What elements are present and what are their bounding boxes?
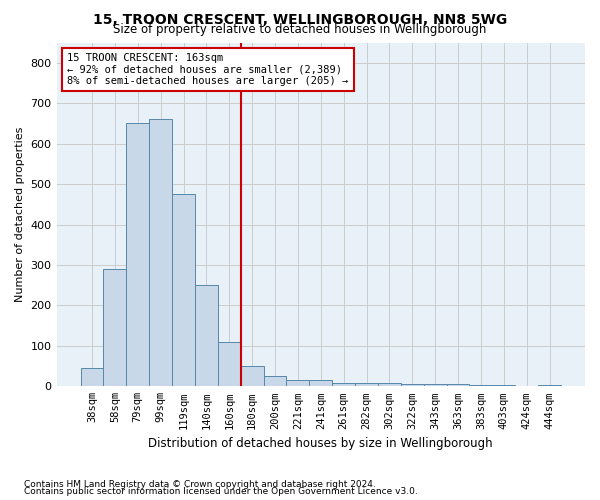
Bar	[195, 285, 218, 386]
Text: Size of property relative to detached houses in Wellingborough: Size of property relative to detached ho…	[113, 22, 487, 36]
Bar	[355, 383, 378, 386]
Text: 15, TROON CRESCENT, WELLINGBOROUGH, NN8 5WG: 15, TROON CRESCENT, WELLINGBOROUGH, NN8 …	[93, 12, 507, 26]
Bar	[401, 384, 424, 386]
Bar	[149, 120, 172, 386]
Bar	[332, 383, 355, 386]
Text: Contains public sector information licensed under the Open Government Licence v3: Contains public sector information licen…	[24, 487, 418, 496]
Text: Contains HM Land Registry data © Crown copyright and database right 2024.: Contains HM Land Registry data © Crown c…	[24, 480, 376, 489]
Bar	[286, 380, 310, 386]
Bar	[172, 194, 195, 386]
Bar	[538, 385, 561, 386]
Bar	[378, 384, 401, 386]
Bar	[446, 384, 469, 386]
Bar	[127, 124, 149, 386]
Bar	[263, 376, 286, 386]
X-axis label: Distribution of detached houses by size in Wellingborough: Distribution of detached houses by size …	[148, 437, 493, 450]
Bar	[241, 366, 263, 386]
Text: 15 TROON CRESCENT: 163sqm
← 92% of detached houses are smaller (2,389)
8% of sem: 15 TROON CRESCENT: 163sqm ← 92% of detac…	[67, 53, 349, 86]
Bar	[80, 368, 103, 386]
Bar	[469, 385, 493, 386]
Bar	[310, 380, 332, 386]
Bar	[424, 384, 446, 386]
Bar	[103, 269, 127, 386]
Bar	[218, 342, 241, 386]
Y-axis label: Number of detached properties: Number of detached properties	[15, 126, 25, 302]
